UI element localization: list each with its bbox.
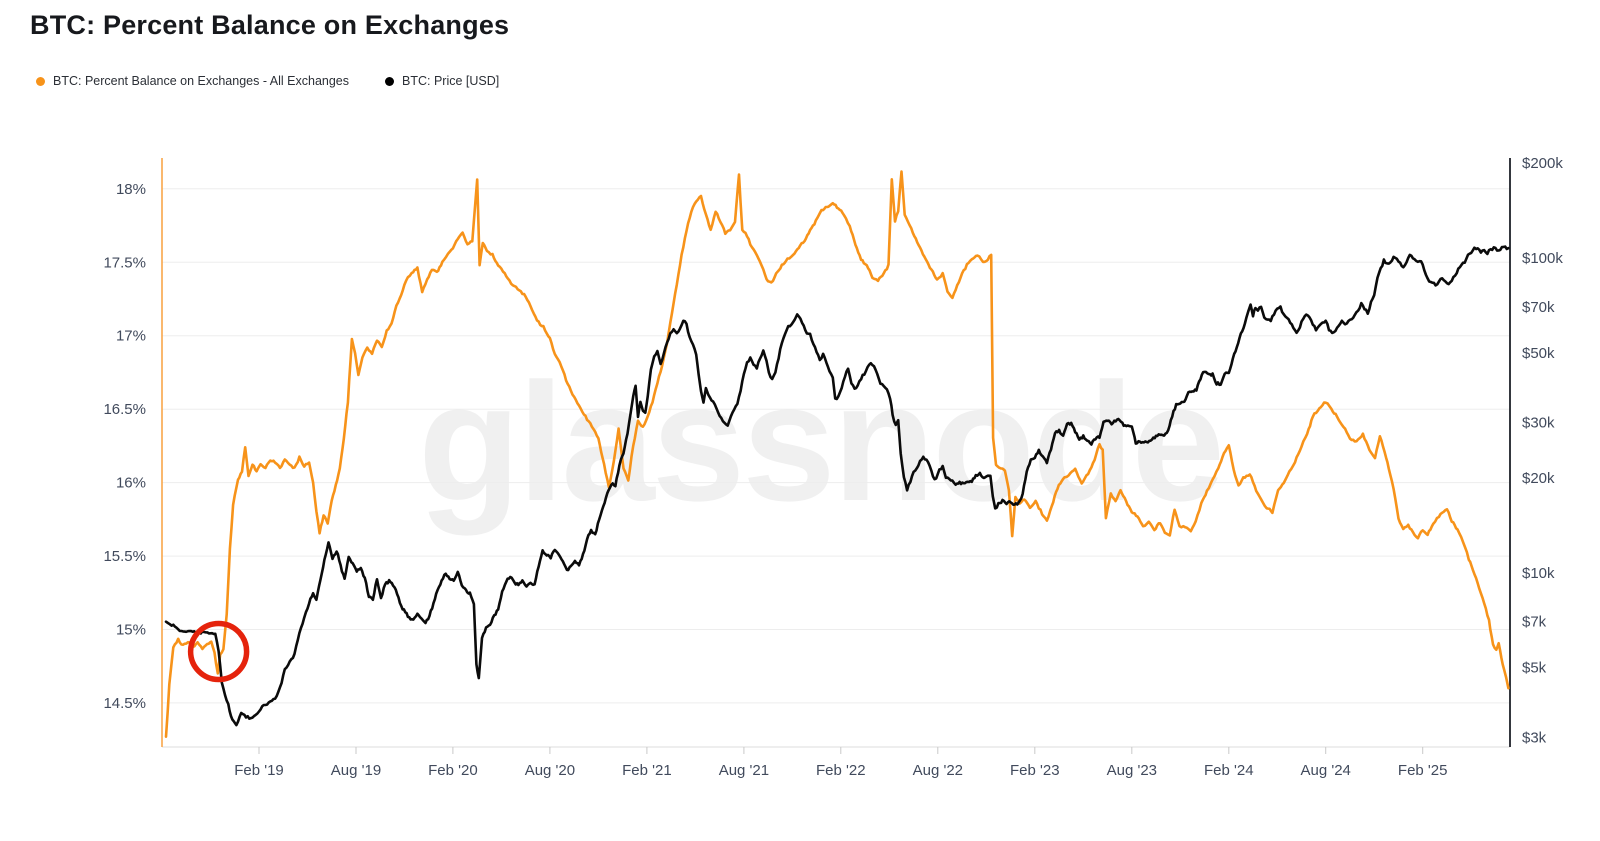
y-axis-right-tick-label: $20k: [1522, 470, 1555, 487]
x-axis-tick-label: Feb '20: [428, 762, 478, 779]
watermark: glassnode: [418, 348, 1222, 536]
legend: BTC: Percent Balance on Exchanges - All …: [36, 74, 499, 88]
legend-label-price: BTC: Price [USD]: [402, 74, 500, 88]
x-axis-tick-label: Feb '24: [1204, 762, 1254, 779]
y-axis-right-tick-label: $50k: [1522, 345, 1555, 362]
x-axis-tick-label: Feb '19: [234, 762, 284, 779]
legend-item-balance[interactable]: BTC: Percent Balance on Exchanges - All …: [36, 74, 349, 88]
annotation-circle: [187, 620, 250, 683]
page-title: BTC: Percent Balance on Exchanges: [30, 10, 510, 40]
balance-series-line: [164, 170, 1510, 738]
y-axis-left-tick-label: 14.5%: [103, 695, 146, 712]
y-axis-right-tick-label: $10k: [1522, 565, 1555, 582]
legend-swatch-price-icon: [385, 76, 394, 86]
x-axis-tick-label: Aug '21: [719, 762, 769, 779]
y-axis-right-tick-label: $7k: [1522, 614, 1547, 631]
x-axis-tick-label: Feb '23: [1010, 762, 1060, 779]
legend-label-balance: BTC: Percent Balance on Exchanges - All …: [53, 74, 349, 88]
y-axis-right-tick-label: $70k: [1522, 299, 1555, 316]
x-axis-tick-label: Aug '24: [1300, 762, 1350, 779]
y-axis-right-tick-label: $5k: [1522, 660, 1547, 677]
y-axis-right-tick-label: $3k: [1522, 730, 1547, 747]
y-axis-left-tick-label: 17%: [116, 328, 146, 345]
x-axis-tick-label: Feb '25: [1398, 762, 1448, 779]
x-axis-tick-label: Aug '22: [913, 762, 963, 779]
x-axis-tick-label: Feb '21: [622, 762, 672, 779]
y-axis-right-tick-label: $100k: [1522, 250, 1563, 267]
x-axis-tick-label: Aug '23: [1107, 762, 1157, 779]
y-axis-left-tick-label: 16%: [116, 475, 146, 492]
y-axis-right-tick-label: $30k: [1522, 415, 1555, 432]
x-axis-tick-label: Feb '22: [816, 762, 866, 779]
y-axis-left-tick-label: 18%: [116, 181, 146, 198]
y-axis-left-tick-label: 15.5%: [103, 548, 146, 565]
y-axis-left-tick-label: 17.5%: [103, 254, 146, 271]
price-series-line: [164, 245, 1510, 727]
y-axis-right-tick-label: $200k: [1522, 155, 1563, 172]
legend-swatch-balance-icon: [36, 76, 45, 86]
x-axis-tick-label: Aug '19: [331, 762, 381, 779]
y-axis-left-tick-label: 16.5%: [103, 401, 146, 418]
y-axis-left-tick-label: 15%: [116, 622, 146, 639]
x-axis-tick-label: Aug '20: [525, 762, 575, 779]
legend-item-price[interactable]: BTC: Price [USD]: [385, 74, 499, 88]
